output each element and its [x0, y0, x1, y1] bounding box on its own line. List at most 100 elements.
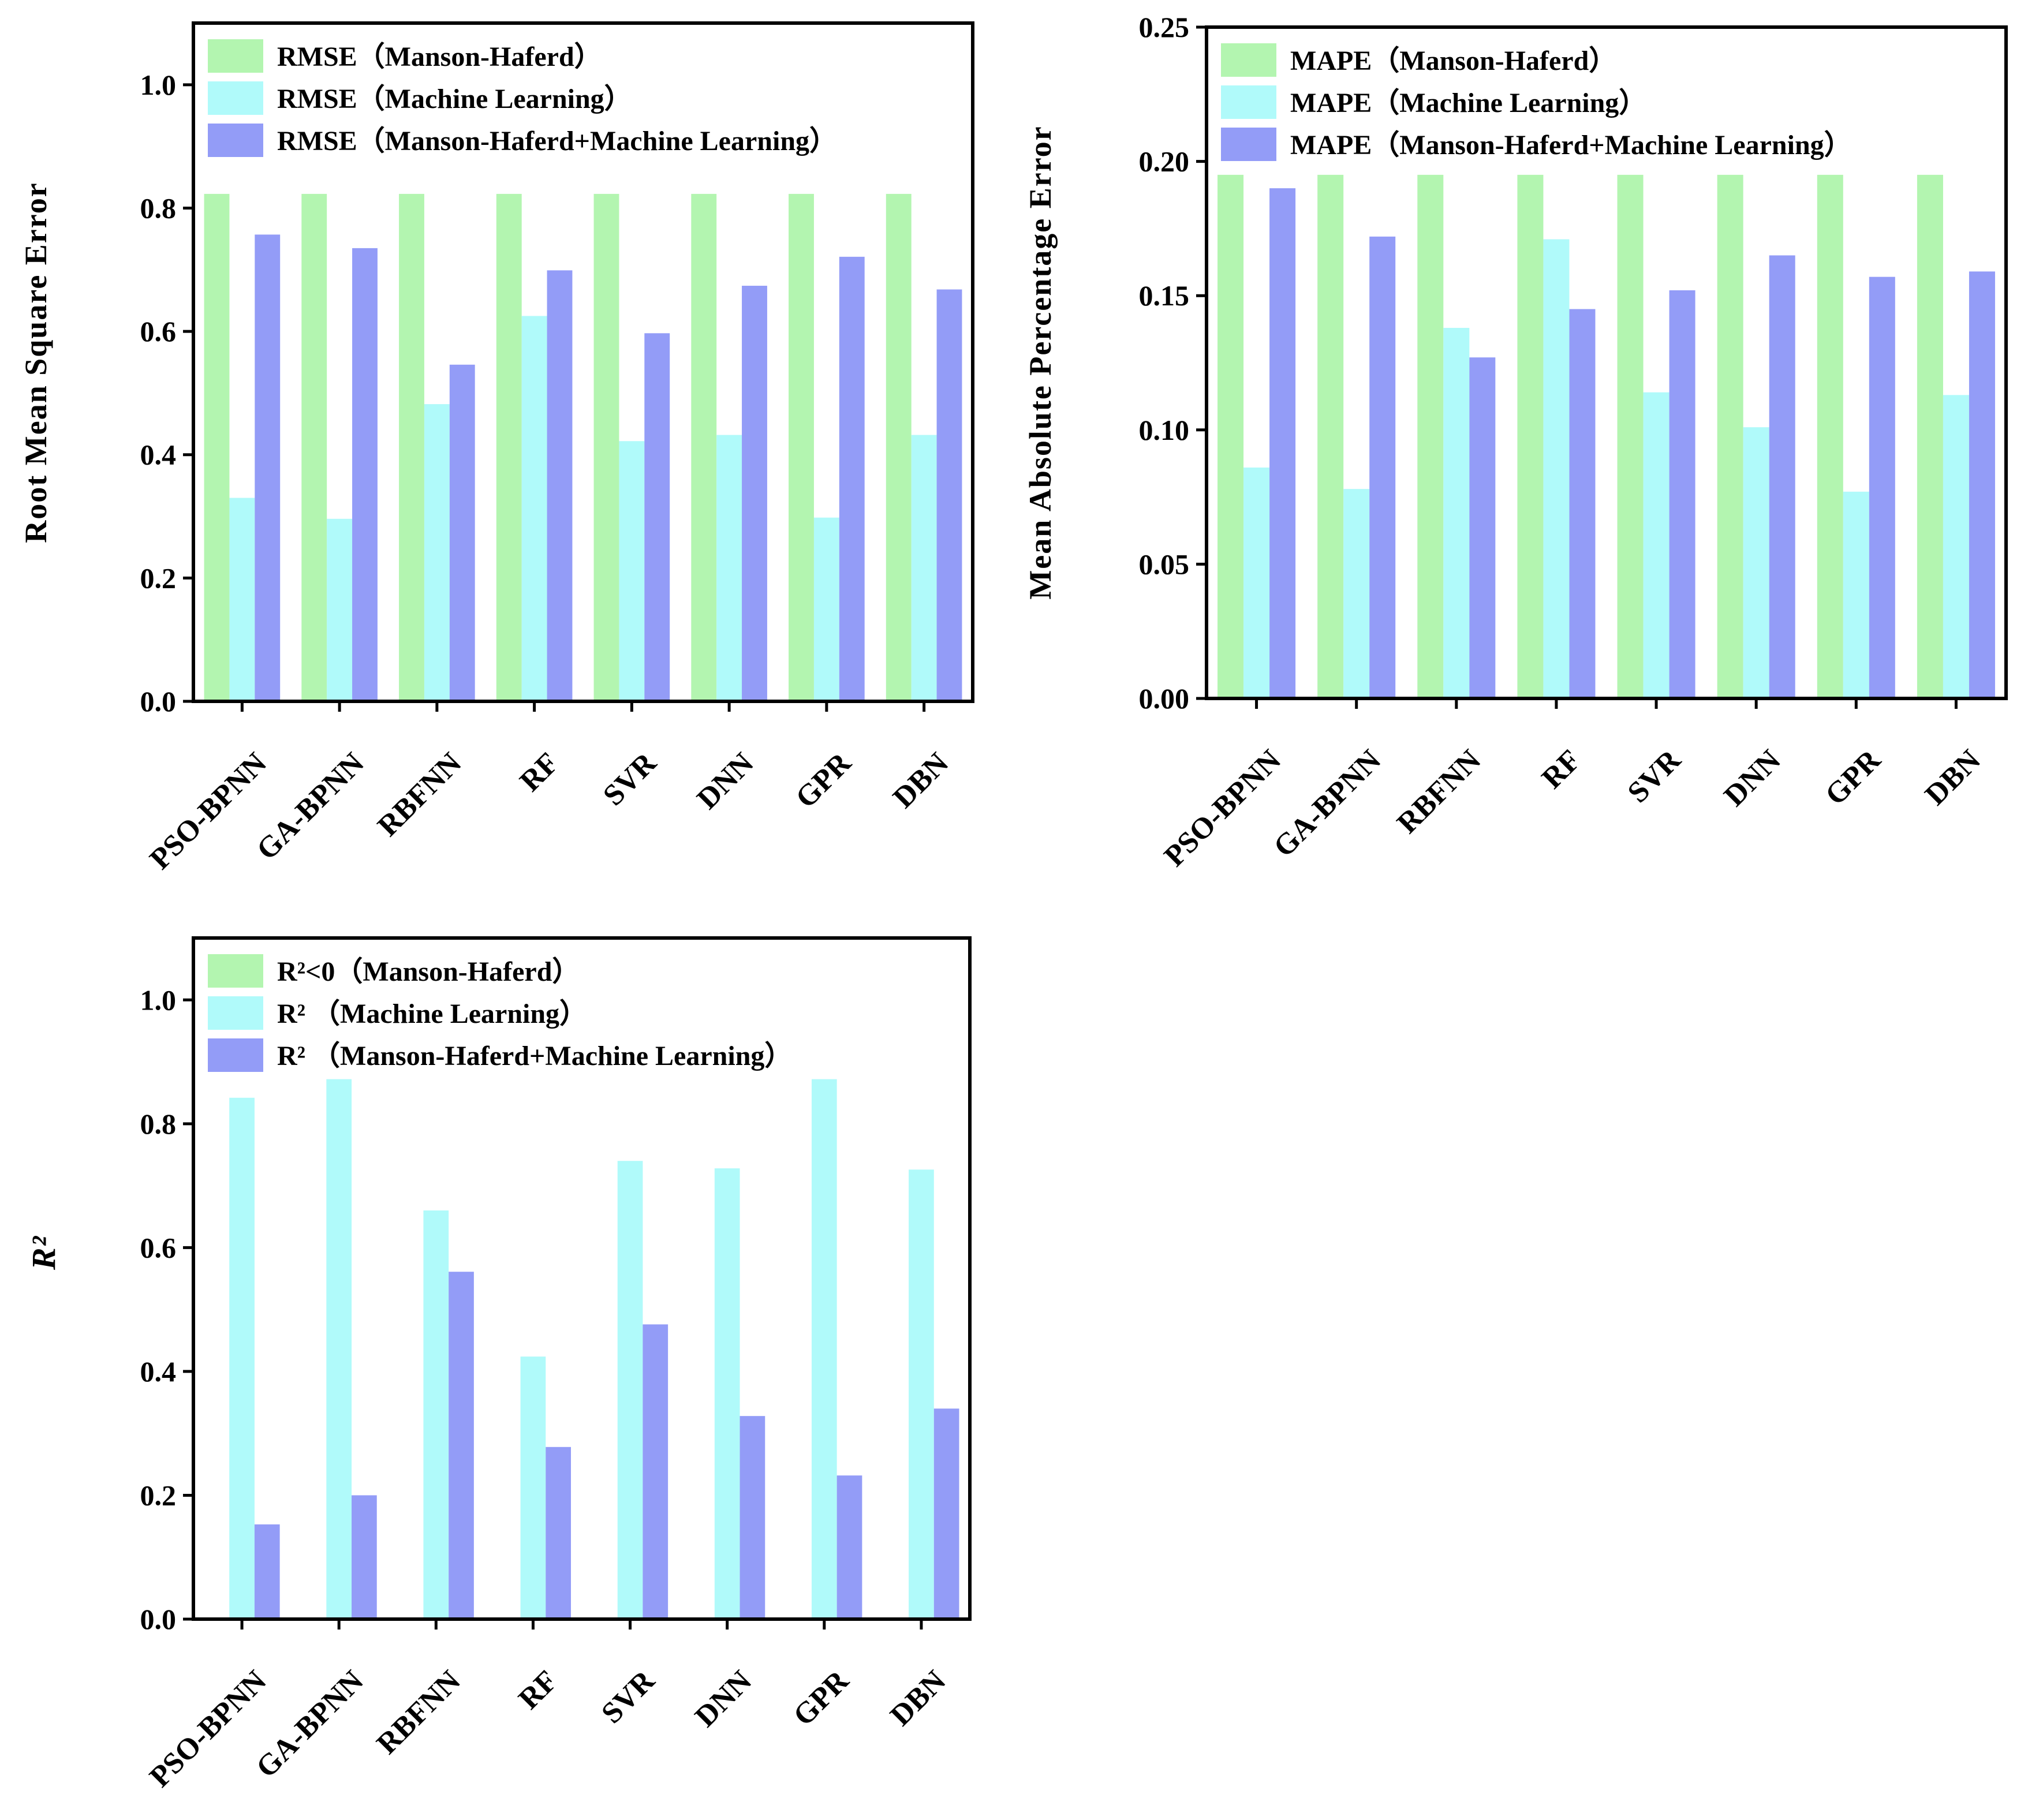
- plot-frame: [1205, 25, 2008, 700]
- bar-r2-combined-dnn: [740, 1416, 765, 1619]
- legend-label-combined: R² （Manson-Haferd+Machine Learning）: [277, 1041, 792, 1071]
- bar-r2-ml-rf: [520, 1356, 546, 1619]
- x-tick-label-pso-bpnn: PSO-BPNN: [144, 746, 273, 876]
- bar-r2-combined-svr: [643, 1324, 668, 1619]
- legend-label-combined: RMSE（Manson-Haferd+Machine Learning）: [277, 126, 837, 156]
- bar-mape-ml-dbn: [1943, 395, 1969, 698]
- x-tick-label-rbfnn: RBFNN: [371, 746, 468, 843]
- x-tick-label-ga-bpnn: GA-BPNN: [251, 746, 371, 866]
- y-tick-label: 0.10: [1139, 414, 1190, 446]
- x-tick-label-rf: RF: [1536, 743, 1587, 795]
- y-axis-title: Root Mean Square Error: [18, 182, 53, 543]
- y-tick-label: 0.4: [140, 439, 177, 471]
- legend-swatch-ml: [208, 81, 263, 115]
- y-tick-label: 0.6: [140, 1231, 177, 1264]
- bar-mape-manson-dnn: [1717, 174, 1743, 698]
- bar-mape-ml-dnn: [1743, 427, 1769, 698]
- legend-label-manson: R²<0（Manson-Haferd）: [277, 956, 580, 987]
- bar-r2-combined-ga-bpnn: [352, 1495, 377, 1619]
- bar-mape-combined-gpr: [1869, 276, 1895, 698]
- bar-rmse-manson-dbn: [886, 193, 912, 701]
- bar-r2-ml-gpr: [811, 1079, 837, 1619]
- y-axis-title: R²: [25, 1235, 62, 1270]
- bar-mape-manson-ga-bpnn: [1317, 174, 1344, 698]
- y-tick-label: 1.0: [140, 69, 177, 101]
- legend: R²<0（Manson-Haferd） R² （Machine Learning）…: [208, 954, 792, 1072]
- x-tick-label-dbn: DBN: [1919, 743, 1987, 812]
- bar-rmse-manson-dnn: [691, 193, 717, 701]
- legend: MAPE（Manson-Haferd） MAPE（Machine Learning…: [1221, 43, 1852, 161]
- legend-label-manson: RMSE（Manson-Haferd）: [277, 42, 602, 72]
- y-tick-label: 0.25: [1139, 11, 1190, 43]
- x-tick-label-dnn: DNN: [1718, 743, 1787, 813]
- y-tick-label: 0.0: [140, 685, 177, 717]
- bar-rmse-ml-ga-bpnn: [327, 518, 353, 701]
- y-tick-label: 0.4: [140, 1355, 177, 1388]
- bar-rmse-manson-gpr: [789, 193, 814, 701]
- bar-rmse-combined-rbfnn: [449, 364, 475, 701]
- bar-mape-ml-gpr: [1843, 491, 1869, 698]
- bar-mape-manson-dbn: [1917, 174, 1943, 698]
- y-axis-title: Mean Absolute Percentage Error: [1023, 125, 1058, 599]
- y-tick-label: 0.2: [140, 1479, 177, 1511]
- y-tick-label: 0.8: [140, 192, 177, 224]
- bar-mape-combined-dnn: [1769, 255, 1795, 698]
- bar-mape-manson-svr: [1617, 174, 1644, 698]
- bar-rmse-ml-gpr: [813, 517, 839, 701]
- y-tick-label: 0.8: [140, 1108, 177, 1140]
- legend-swatch-ml: [1221, 85, 1276, 119]
- legend-label-ml: R² （Machine Learning）: [277, 999, 587, 1029]
- bar-r2-combined-pso-bpnn: [254, 1524, 280, 1619]
- bar-rmse-combined-gpr: [839, 256, 865, 701]
- x-tick-label-gpr: GPR: [1819, 743, 1888, 812]
- x-tick-label-svr: SVR: [597, 746, 663, 812]
- bar-rmse-combined-rf: [547, 270, 573, 701]
- bar-r2-combined-rbfnn: [449, 1272, 474, 1619]
- x-tick-label-ga-bpnn: GA-BPNN: [250, 1664, 370, 1784]
- bar-rmse-ml-pso-bpnn: [229, 498, 255, 701]
- bar-r2-ml-svr: [617, 1161, 643, 1619]
- legend-swatch-combined: [208, 1038, 263, 1072]
- bar-mape-manson-rbfnn: [1417, 174, 1444, 698]
- x-tick-label-dnn: DNN: [689, 1664, 758, 1733]
- bar-rmse-ml-dbn: [911, 435, 937, 701]
- plot-frame: [192, 21, 974, 703]
- legend-swatch-manson: [208, 39, 263, 73]
- bar-mape-manson-gpr: [1817, 174, 1843, 698]
- bar-mape-combined-rbfnn: [1469, 357, 1496, 698]
- legend-swatch-combined: [208, 124, 263, 157]
- x-tick-label-gpr: GPR: [787, 1664, 856, 1732]
- plot-frame: [192, 936, 972, 1621]
- bar-r2-combined-dbn: [933, 1408, 959, 1619]
- bar-rmse-manson-ga-bpnn: [301, 193, 327, 701]
- y-tick-label: 0.15: [1139, 279, 1190, 312]
- x-tick-label-dbn: DBN: [887, 746, 955, 814]
- bar-mape-ml-ga-bpnn: [1343, 489, 1370, 698]
- bar-rmse-ml-rf: [521, 316, 547, 701]
- x-tick-label-pso-bpnn: PSO-BPNN: [143, 1664, 272, 1793]
- x-tick-label-svr: SVR: [595, 1664, 662, 1730]
- bar-r2-ml-rbfnn: [423, 1210, 449, 1619]
- bar-r2-ml-ga-bpnn: [326, 1079, 352, 1619]
- bar-r2-ml-dnn: [714, 1168, 740, 1619]
- bar-rmse-ml-dnn: [716, 435, 742, 701]
- x-tick-label-pso-bpnn: PSO-BPNN: [1158, 743, 1287, 873]
- bar-mape-combined-svr: [1669, 290, 1695, 698]
- bar-mape-ml-svr: [1643, 392, 1670, 698]
- bar-rmse-combined-dnn: [742, 286, 767, 702]
- bar-rmse-manson-pso-bpnn: [204, 193, 230, 701]
- legend-label-manson: MAPE（Manson-Haferd）: [1290, 46, 1616, 76]
- bar-mape-manson-rf: [1517, 174, 1544, 698]
- y-tick-label: 0.20: [1139, 145, 1190, 178]
- bar-rmse-ml-rbfnn: [424, 404, 450, 701]
- x-tick-label-rbfnn: RBFNN: [371, 1664, 467, 1761]
- bar-rmse-ml-svr: [619, 441, 645, 701]
- bar-rmse-manson-rf: [496, 193, 522, 701]
- bar-mape-manson-pso-bpnn: [1217, 174, 1244, 698]
- legend-swatch-combined: [1221, 128, 1276, 161]
- bar-r2-ml-pso-bpnn: [229, 1097, 255, 1619]
- legend-label-ml: RMSE（Machine Learning）: [277, 84, 632, 114]
